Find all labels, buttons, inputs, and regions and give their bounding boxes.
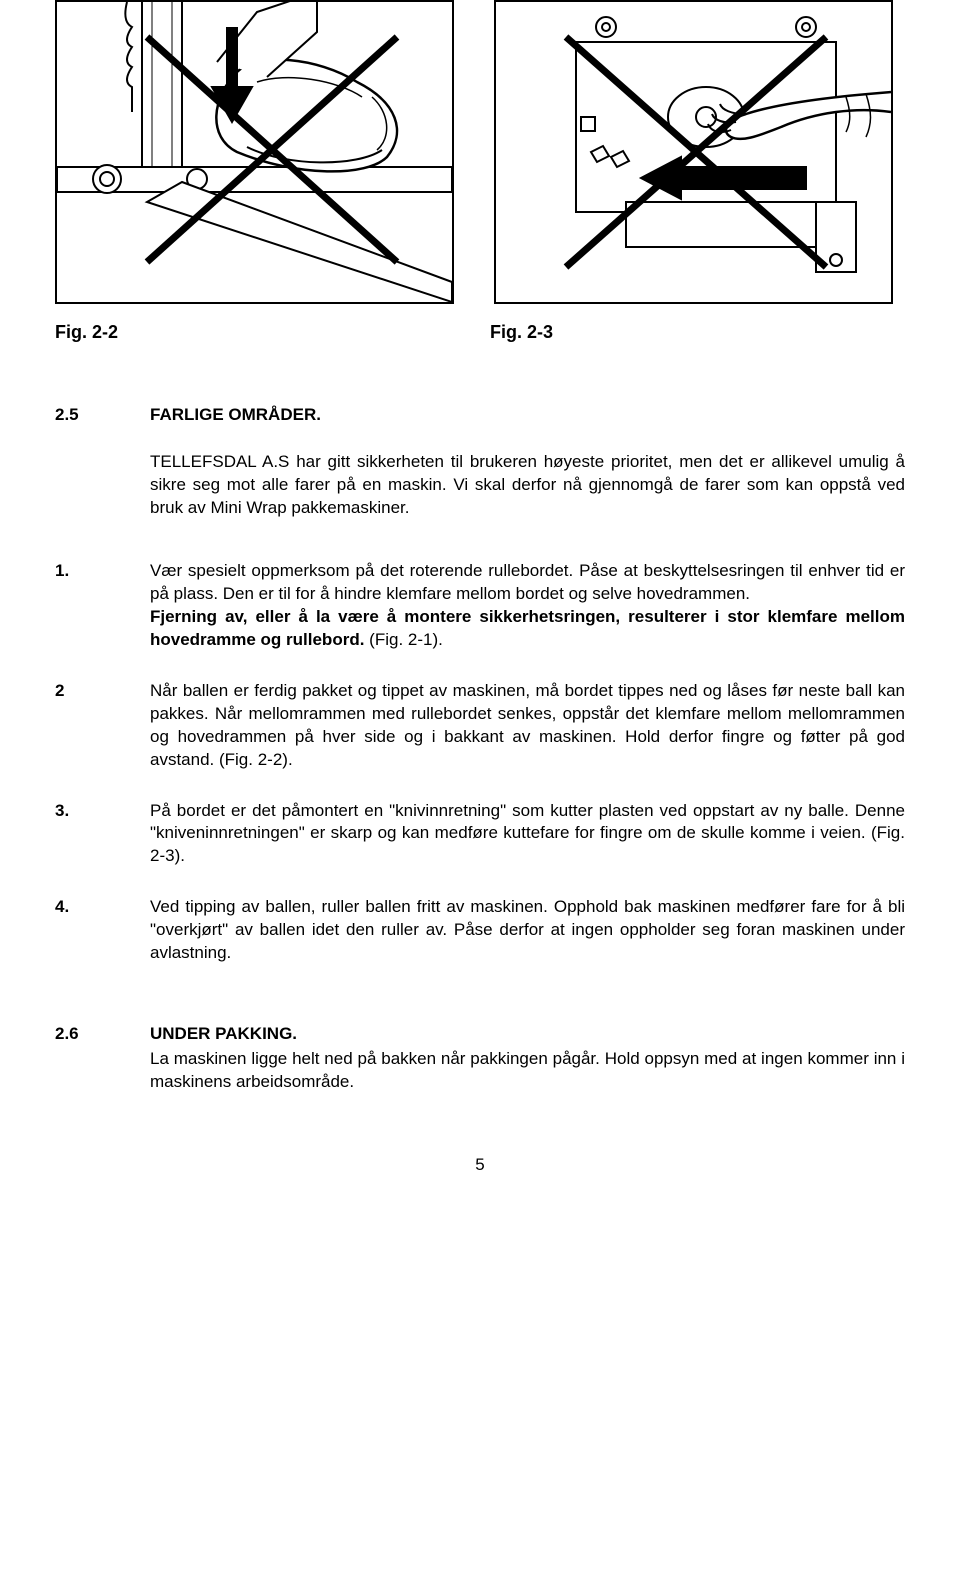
- item-4: 4. Ved tipping av ballen, ruller ballen …: [55, 896, 905, 965]
- figure-2-2: [55, 0, 454, 304]
- item-1: 1. Vær spesielt oppmerksom på det rotere…: [55, 560, 905, 652]
- section-2-6-title: UNDER PAKKING.: [150, 1023, 297, 1046]
- item-4-number: 4.: [55, 896, 150, 965]
- section-2-6-body: La maskinen ligge helt ned på bakken når…: [150, 1048, 905, 1094]
- item-3-number: 3.: [55, 800, 150, 869]
- figure-2-3-illustration: [496, 2, 891, 302]
- item-1-text-pre: Vær spesielt oppmerksom på det roterende…: [150, 561, 905, 603]
- item-1-bold: Fjerning av, eller å la være å montere s…: [150, 607, 905, 649]
- item-3: 3. På bordet er det påmontert en "knivin…: [55, 800, 905, 869]
- figure-2-2-label: Fig. 2-2: [55, 314, 450, 344]
- item-4-body: Ved tipping av ballen, ruller ballen fri…: [150, 896, 905, 965]
- figure-2-2-illustration: [57, 2, 452, 302]
- section-2-6-spacer: [55, 1048, 150, 1094]
- item-2-number: 2: [55, 680, 150, 772]
- section-2-5-intro: TELLEFSDAL A.S har gitt sikkerheten til …: [150, 451, 905, 520]
- item-1-body: Vær spesielt oppmerksom på det roterende…: [150, 560, 905, 652]
- section-2-6-header: 2.6 UNDER PAKKING.: [55, 1023, 905, 1046]
- item-3-body: På bordet er det påmontert en "knivinnre…: [150, 800, 905, 869]
- section-2-6-number: 2.6: [55, 1023, 150, 1046]
- figure-2-3: [494, 0, 893, 304]
- page-content: Fig. 2-2 Fig. 2-3 2.5 FARLIGE OMRÅDER. T…: [0, 0, 960, 1217]
- item-2-body: Når ballen er ferdig pakket og tippet av…: [150, 680, 905, 772]
- figure-labels-row: Fig. 2-2 Fig. 2-3: [55, 314, 905, 344]
- section-2-5-title: FARLIGE OMRÅDER.: [150, 404, 321, 427]
- item-2: 2 Når ballen er ferdig pakket og tippet …: [55, 680, 905, 772]
- figures-row: [55, 0, 905, 304]
- section-2-5-header: 2.5 FARLIGE OMRÅDER.: [55, 404, 905, 427]
- item-1-text-post: (Fig. 2-1).: [364, 630, 442, 649]
- page-number: 5: [55, 1154, 905, 1177]
- item-1-number: 1.: [55, 560, 150, 652]
- figure-2-3-label: Fig. 2-3: [490, 314, 885, 344]
- section-2-5-number: 2.5: [55, 404, 150, 427]
- section-2-6-body-row: La maskinen ligge helt ned på bakken når…: [55, 1048, 905, 1094]
